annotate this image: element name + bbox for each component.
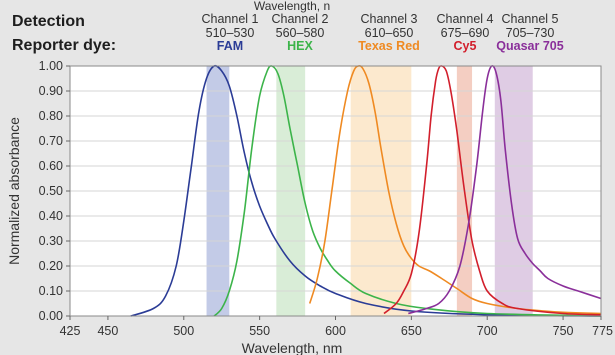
curve-hex bbox=[213, 65, 602, 317]
y-tick-label: 0.10 bbox=[39, 284, 63, 298]
channel-name: Channel 4 bbox=[437, 12, 494, 26]
x-tick-label: 425 bbox=[60, 324, 81, 338]
y-tick-label: 0.90 bbox=[39, 84, 63, 98]
x-tick-label: 450 bbox=[97, 324, 118, 338]
x-tick-label: 650 bbox=[401, 324, 422, 338]
channel-range: 510–530 bbox=[206, 26, 255, 40]
x-tick-label: 775 bbox=[592, 324, 613, 338]
channel-range: 675–690 bbox=[441, 26, 490, 40]
x-tick-label: 500 bbox=[173, 324, 194, 338]
reporter-dye-name: FAM bbox=[217, 39, 243, 53]
y-axis-title: Normalized absorbance bbox=[6, 117, 22, 265]
y-tick-label: 0.60 bbox=[39, 159, 63, 173]
x-tick-label: 700 bbox=[477, 324, 498, 338]
detection-label: Detection bbox=[12, 13, 85, 30]
y-tick-label: 0.80 bbox=[39, 109, 63, 123]
gridlines bbox=[70, 90, 601, 292]
channel-name: Channel 3 bbox=[361, 12, 418, 26]
reporter-dye-name: Cy5 bbox=[454, 39, 477, 53]
curve-cy5 bbox=[383, 65, 602, 316]
top-caption-fragment: Wavelength, n bbox=[254, 0, 330, 13]
x-tick-label: 550 bbox=[249, 324, 270, 338]
reporter-dye-name: Quasar 705 bbox=[496, 39, 563, 53]
channel-name: Channel 1 bbox=[202, 12, 259, 26]
x-tick-label: 600 bbox=[325, 324, 346, 338]
y-tick-label: 1.00 bbox=[39, 59, 63, 73]
channel-range: 705–730 bbox=[506, 26, 555, 40]
y-tick-label: 0.00 bbox=[39, 309, 63, 323]
reporter-dye-name: Texas Red bbox=[358, 39, 420, 53]
curve-texas-red bbox=[308, 65, 602, 315]
reporter-dye-name: HEX bbox=[287, 39, 313, 53]
channel-name: Channel 5 bbox=[502, 12, 559, 26]
x-axis-ticks: 425 450 500 550 600 650 700 750 775 bbox=[60, 316, 613, 338]
channel-range: 560–580 bbox=[276, 26, 325, 40]
y-tick-label: 0.40 bbox=[39, 209, 63, 223]
y-tick-label: 0.30 bbox=[39, 234, 63, 248]
x-tick-label: 750 bbox=[553, 324, 574, 338]
y-tick-label: 0.70 bbox=[39, 134, 63, 148]
channel-name: Channel 2 bbox=[272, 12, 329, 26]
y-tick-label: 0.20 bbox=[39, 259, 63, 273]
absorbance-curves bbox=[130, 64, 602, 317]
curve-quasar-705 bbox=[408, 65, 602, 315]
x-axis-title: Wavelength, nm bbox=[242, 340, 343, 355]
y-axis-ticks: 0.00 0.10 0.20 0.30 0.40 0.50 0.60 0.70 0.80 0.90… bbox=[39, 59, 70, 323]
curve-fam bbox=[130, 64, 602, 317]
y-tick-label: 0.50 bbox=[39, 184, 63, 198]
channel-range: 610–650 bbox=[365, 26, 414, 40]
reporter-dye-label: Reporter dye: bbox=[12, 37, 116, 54]
